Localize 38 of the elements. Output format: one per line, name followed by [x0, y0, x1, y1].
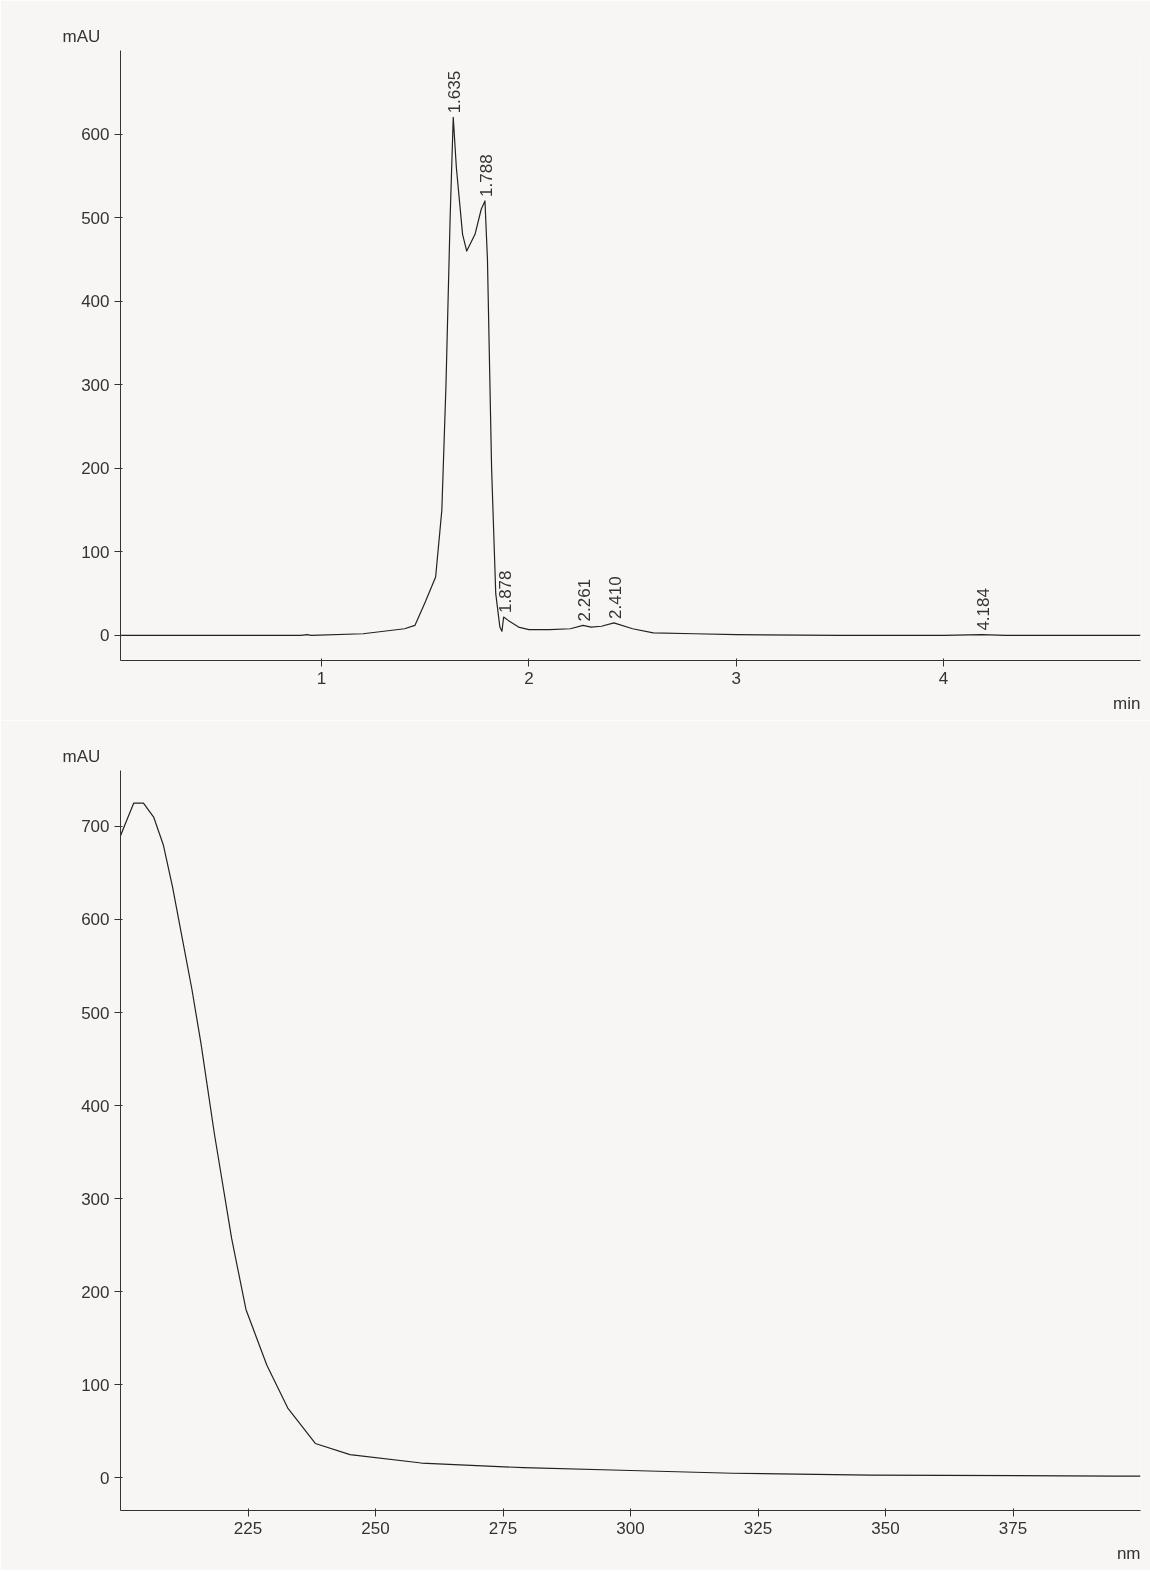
y-tick-label: 600	[81, 910, 110, 930]
y-tick-label: 300	[81, 375, 110, 395]
x-tick-label: 350	[871, 1518, 900, 1538]
y-tick-label: 0	[100, 626, 110, 646]
y-tick-label: 700	[81, 817, 110, 837]
annotation: 1.788	[476, 154, 496, 197]
y-tick-label: 200	[81, 459, 110, 479]
y-tick-label: 400	[81, 292, 110, 312]
annotation: 2.261	[575, 578, 595, 622]
y-tick-label: 400	[81, 1096, 110, 1116]
x-tick-label: 225	[233, 1518, 263, 1538]
y-tick-label: 500	[81, 1003, 110, 1023]
y-axis-title: mAU	[62, 746, 101, 766]
x-tick-label: 4	[938, 668, 949, 688]
x-tick-label: 250	[361, 1518, 390, 1538]
x-tick-label: 3	[731, 668, 741, 688]
annotation: 1.635	[445, 70, 465, 114]
x-tick-label: 2	[524, 668, 534, 688]
line-series	[120, 116, 1141, 637]
y-tick-label: 500	[81, 208, 110, 228]
x-axis-title: nm	[1116, 1543, 1141, 1563]
y-tick-label: 100	[81, 542, 110, 562]
x-axis-title: min	[1113, 693, 1141, 713]
y-tick-label: 600	[81, 125, 110, 145]
annotation: 1.878	[495, 570, 515, 614]
x-tick-label: 275	[488, 1518, 518, 1538]
annotation: 2.410	[605, 576, 625, 619]
y-tick-label: 0	[100, 1468, 110, 1488]
y-tick-label: 100	[81, 1375, 110, 1395]
line-series	[120, 802, 1141, 1477]
y-axis-title: mAU	[62, 26, 101, 46]
annotation: 4.184	[973, 588, 993, 631]
y-tick-label: 200	[81, 1282, 110, 1302]
x-tick-label: 375	[998, 1518, 1028, 1538]
y-tick-label: 300	[81, 1189, 110, 1209]
x-tick-label: 300	[616, 1518, 645, 1538]
x-tick-label: 325	[743, 1518, 773, 1538]
x-tick-label: 1	[316, 668, 327, 688]
